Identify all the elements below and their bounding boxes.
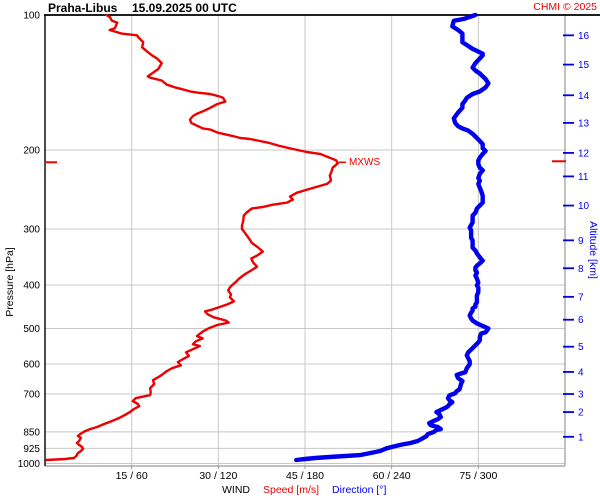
altitude-axis-title: Altitude [km] — [587, 221, 599, 279]
wind-tick-label: 60 / 240 — [373, 470, 411, 482]
altitude-tick-label: 5 — [578, 342, 584, 353]
pressure-tick-label: 500 — [23, 324, 40, 335]
x-axis-legend: WIND Speed [m/s] Direction [°] — [222, 484, 386, 496]
wind-tick-label: 15 / 60 — [116, 470, 148, 482]
direction-legend-label: Direction [°] — [332, 484, 387, 496]
altitude-tick-label: 11 — [578, 172, 589, 183]
station-name: Praha-Libus — [48, 1, 118, 15]
pressure-tick-label: 200 — [23, 146, 40, 157]
altitude-tick-label: 7 — [578, 292, 584, 303]
pressure-tick-label: 400 — [23, 281, 40, 292]
pressure-tick-label: 850 — [23, 427, 40, 438]
wind-legend-title: WIND — [222, 484, 250, 496]
wind-tick-label: 30 / 120 — [199, 470, 237, 482]
pressure-tick-label: 700 — [23, 390, 40, 401]
altitude-tick-label: 12 — [578, 148, 590, 159]
wind-speed-curve — [45, 13, 340, 462]
pressure-tick-label: 100 — [23, 11, 40, 22]
chart-datetime: 15.09.2025 00 UTC — [132, 1, 237, 15]
altitude-tick-label: 15 — [578, 60, 590, 71]
altitude-tick-label: 9 — [578, 236, 584, 247]
pressure-axis-title: Pressure [hPa] — [4, 247, 16, 317]
copyright-note: CHMI © 2025 — [533, 1, 597, 13]
wind-direction-curve — [294, 12, 491, 463]
altitude-tick-label: 2 — [578, 408, 584, 419]
altitude-tick-label: 3 — [578, 390, 584, 401]
pressure-tick-label: 600 — [23, 360, 40, 371]
speed-legend-label: Speed [m/s] — [263, 484, 320, 496]
altitude-tick-label: 4 — [578, 367, 584, 378]
altitude-tick-label: 14 — [578, 91, 590, 102]
mxws-label: MXWS — [349, 157, 381, 168]
wind-tick-label: 45 / 180 — [286, 470, 324, 482]
altitude-tick-label: 13 — [578, 118, 590, 129]
pressure-tick-label: 925 — [23, 444, 40, 455]
pressure-tick-label: 300 — [23, 224, 40, 235]
pressure-tick-label: 1000 — [18, 459, 41, 470]
altitude-tick-label: 1 — [578, 432, 584, 443]
wind-tick-label: 75 / 300 — [459, 470, 497, 482]
altitude-tick-label: 16 — [578, 31, 590, 42]
altitude-tick-label: 10 — [578, 201, 590, 212]
altitude-tick-label: 8 — [578, 264, 584, 275]
altitude-tick-label: 6 — [578, 315, 584, 326]
